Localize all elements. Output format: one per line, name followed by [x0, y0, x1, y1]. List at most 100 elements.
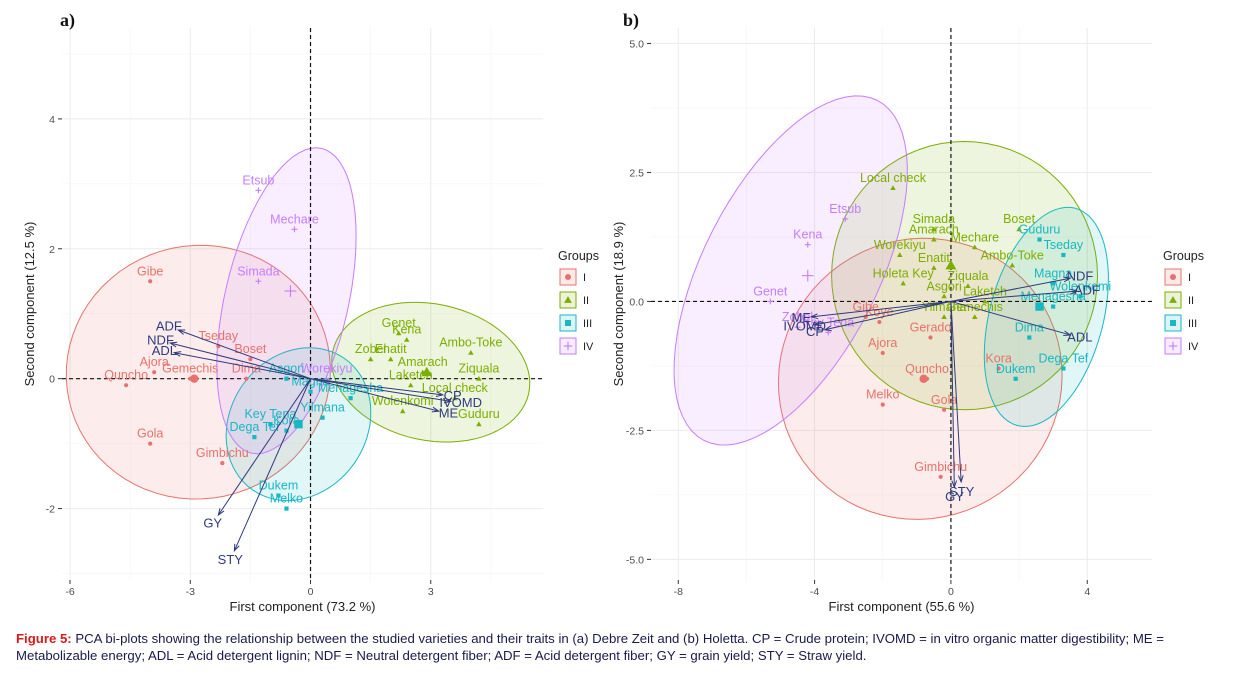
- point-kena: [804, 241, 811, 248]
- centroid-group-IV: [284, 285, 297, 297]
- point-zobel: [794, 324, 801, 331]
- vector-label-sty: STY: [949, 484, 975, 499]
- point-boset: [248, 357, 253, 362]
- label-asgori: Asgori: [926, 279, 961, 293]
- vector-label-adf: ADF: [156, 319, 182, 334]
- point-dukem: [276, 493, 281, 498]
- vector-label-me: ME: [439, 406, 459, 421]
- label-local-check: Local check: [860, 171, 927, 185]
- label-ajora: Ajora: [140, 355, 169, 369]
- y-tick-label: 0: [49, 374, 55, 386]
- point-wolenkomi: [399, 408, 406, 414]
- label-local-check: Local check: [422, 381, 489, 395]
- point-melko: [284, 506, 289, 511]
- point-gola: [148, 441, 153, 446]
- label-mechare: Mechare: [270, 212, 319, 226]
- point-enatit: [387, 356, 394, 362]
- legend-label-II: II: [583, 295, 589, 307]
- legend-marker-IV: [563, 341, 573, 351]
- vector-ndf: [950, 277, 1071, 302]
- point-laketch: [407, 382, 414, 388]
- arrowhead-gy: [217, 508, 225, 517]
- label-holeta-key: Holeta Key: [873, 266, 935, 280]
- vector-label-ivomd: IVOMD: [783, 318, 826, 333]
- point-magna: [308, 389, 313, 394]
- label-boset: Boset: [234, 342, 266, 356]
- x-tick-label: -6: [65, 586, 74, 598]
- point-worekiyu: [897, 252, 903, 258]
- label-magna: Magna: [291, 375, 329, 389]
- label-dima: Dima: [1015, 321, 1044, 335]
- point-guduru: [1037, 237, 1042, 242]
- label-gerado: Gerado: [910, 321, 952, 335]
- point-ziquala: [476, 375, 482, 381]
- legend-label-III: III: [583, 318, 592, 330]
- x-tick-label: 0: [308, 586, 314, 598]
- point-simada: [255, 278, 262, 285]
- point-gerado: [928, 335, 933, 340]
- x-tick-label: 3: [428, 586, 434, 598]
- vector-me: [811, 300, 951, 318]
- label-worekiyu: Worekiyu: [301, 362, 353, 376]
- label-zobel: Zobel: [782, 310, 813, 324]
- y-tick-label: 0.0: [629, 296, 644, 308]
- vector-adl: [950, 300, 1071, 336]
- label-gimbichu: Gimbichu: [196, 446, 249, 460]
- ellipse-group-II: [831, 140, 1099, 411]
- ellipse-group-I: [65, 244, 331, 500]
- label-gibe: Gibe: [137, 264, 163, 278]
- label-dukem: Dukem: [259, 479, 299, 493]
- vector-adl: [174, 352, 311, 380]
- y-tick-label: 5.0: [629, 38, 644, 50]
- point-genet: [395, 330, 402, 336]
- vector-ivomd: [310, 378, 451, 402]
- arrowhead-adl: [1063, 330, 1072, 336]
- legend-label-III: III: [1188, 318, 1197, 330]
- vector-label-ndf: NDF: [147, 332, 174, 347]
- label-laketch: Laketch: [389, 368, 433, 382]
- label-etsub: Etsub: [242, 173, 274, 187]
- point-mechare: [972, 244, 978, 250]
- point-boset: [1016, 226, 1022, 232]
- legend-marker-IV: [1168, 341, 1178, 351]
- x-tick-label: 4: [1084, 586, 1090, 598]
- point-ajora: [880, 350, 885, 356]
- arrowhead-gy: [951, 480, 958, 489]
- arrowhead-ndf: [168, 341, 178, 348]
- vector-ivomd: [814, 300, 952, 326]
- y-tick-label: -5.0: [626, 554, 644, 566]
- legend-marker-I: [565, 274, 571, 280]
- legend-marker-I: [1170, 274, 1176, 280]
- label-gemechis: Gemechis: [162, 362, 218, 376]
- point-etsub: [255, 187, 262, 194]
- confidence-ellipses: [65, 147, 531, 502]
- label-amarach: Amarach: [398, 355, 448, 369]
- vector-cp: [310, 378, 443, 396]
- ellipse-group-IV: [216, 147, 357, 455]
- label-magna: Magna: [1034, 266, 1072, 280]
- label-guduru: Guduru: [1019, 223, 1061, 237]
- legend-title: Groups: [1163, 249, 1204, 263]
- vector-ndf: [170, 342, 311, 380]
- label-kena: Kena: [392, 323, 421, 337]
- x-tick-label: -3: [186, 586, 195, 598]
- x-tick-label: 0: [948, 586, 954, 598]
- label-amarach: Amarach: [909, 223, 959, 237]
- y-tick-label: -2: [46, 504, 55, 516]
- point-dukem: [1013, 376, 1018, 381]
- point-holeta-key: [900, 280, 906, 286]
- x-tick-label: -4: [810, 586, 819, 598]
- arrowhead-ivomd: [443, 397, 453, 404]
- legend-label-IV: IV: [1188, 341, 1199, 353]
- point-dega-tef: [1061, 366, 1066, 371]
- label-melko: Melko: [866, 388, 899, 402]
- arrowhead-ivomd: [813, 320, 822, 327]
- label-ambo-toke: Ambo-Toke: [981, 248, 1044, 262]
- vector-label-adl: ADL: [1067, 330, 1092, 345]
- label-mechare: Mechare: [950, 230, 999, 244]
- point-asgori: [284, 376, 289, 381]
